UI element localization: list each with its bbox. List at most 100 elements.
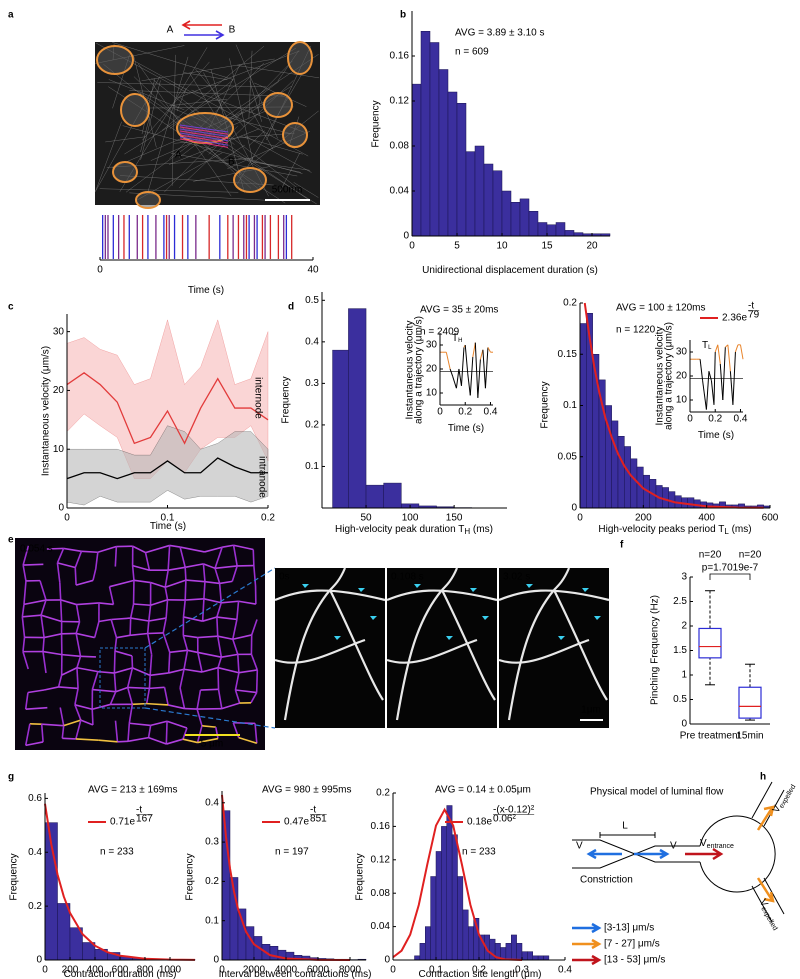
- panel-label: a: [8, 10, 14, 21]
- network-edge: [232, 638, 239, 655]
- network-edge: [76, 602, 100, 606]
- series-label: internode: [252, 377, 263, 419]
- network-edge: [216, 636, 223, 658]
- frame-time: 3.02 s: [503, 572, 530, 583]
- direction-label: B: [229, 25, 236, 36]
- network-edge: [145, 688, 151, 704]
- fiber: [162, 46, 265, 131]
- fiber: [243, 135, 312, 173]
- tubule: [441, 589, 496, 701]
- annotation: n = 2409: [420, 327, 460, 338]
- x-tick-label: 0.2: [458, 407, 472, 418]
- bar: [579, 323, 587, 509]
- trajectory: [179, 124, 229, 133]
- network-edge: [92, 568, 97, 581]
- bar: [451, 834, 458, 961]
- network-edge: [197, 651, 222, 658]
- network-edge: [185, 598, 204, 601]
- diagram-title: Physical model of luminal flow: [590, 787, 724, 798]
- bar: [420, 31, 431, 237]
- panel-label: f: [620, 540, 624, 551]
- network-edge: [61, 725, 65, 739]
- bar: [468, 926, 474, 961]
- scale-label: 500nm: [272, 185, 303, 196]
- y-tick-label: 0.4: [28, 847, 42, 858]
- zoom-link: [144, 707, 276, 729]
- node-label: A: [175, 150, 182, 161]
- velocity-symbol: V: [757, 897, 770, 909]
- fiber: [237, 74, 302, 185]
- y-tick-label: 0.2: [376, 788, 390, 799]
- x-axis-label: Interval between contractions (ms): [219, 969, 372, 979]
- x-tick-label: 40: [307, 265, 319, 276]
- network-edge: [182, 600, 186, 618]
- node-outline: [120, 93, 150, 127]
- fiber: [195, 68, 245, 128]
- network-edge: [163, 687, 169, 706]
- x-tick-label: 2000: [243, 965, 266, 976]
- network-edge: [108, 586, 115, 605]
- network-edge: [40, 724, 44, 742]
- y-tick-label: 0.04: [371, 921, 391, 932]
- network-edge: [182, 635, 189, 651]
- bar: [505, 943, 512, 961]
- network-edge: [92, 688, 116, 693]
- bar: [630, 458, 638, 509]
- bar: [687, 497, 695, 509]
- arrow-left: [181, 20, 222, 30]
- bar: [429, 42, 440, 237]
- annotation: n = 609: [455, 47, 489, 58]
- bar: [456, 103, 467, 237]
- network-edge: [167, 704, 185, 710]
- network-edge: [131, 565, 135, 581]
- y-tick-label: 10: [426, 388, 438, 399]
- x-axis-label: Time (s): [698, 430, 734, 441]
- network-edge: [22, 564, 27, 582]
- x-axis-label: Contraction site length (μm): [418, 969, 541, 979]
- fiber: [250, 108, 274, 150]
- tubule: [507, 589, 555, 721]
- trace-segment: [467, 373, 471, 396]
- network-edge: [232, 634, 252, 641]
- trace-segment: [705, 371, 710, 410]
- fiber: [97, 82, 267, 88]
- network-edge: [197, 737, 219, 744]
- node-outline: [96, 45, 134, 75]
- y-tick-label: 0.15: [558, 349, 578, 360]
- y-tick-label: 0.5: [305, 295, 319, 306]
- network-edge: [113, 672, 117, 692]
- network-edge: [75, 738, 99, 741]
- bar: [573, 232, 584, 237]
- network-edge: [59, 582, 62, 600]
- network-edge: [216, 602, 223, 618]
- network-edge: [164, 570, 169, 588]
- y-tick-label: 0.1: [305, 461, 319, 472]
- bar: [510, 202, 521, 237]
- x-axis-label-text: Time (s): [448, 423, 484, 434]
- fiber: [99, 188, 239, 193]
- network-edge: [57, 674, 63, 688]
- bar: [447, 91, 458, 237]
- x-tick-label: 0.4: [558, 965, 572, 976]
- trajectory: [179, 126, 229, 135]
- trace-segment: [710, 380, 715, 405]
- y-tick-label: 10: [53, 444, 65, 455]
- x-axis-label-text: Contraction site length (μm): [418, 969, 541, 979]
- trace-segment: [474, 342, 479, 398]
- y-tick-label: 0.3: [305, 378, 319, 389]
- y-tick-label: 0.08: [390, 141, 410, 152]
- trace-segment: [708, 371, 712, 381]
- bar: [237, 908, 247, 961]
- x-tick-label: 0: [390, 965, 396, 976]
- period-marker-subscript: H: [458, 338, 462, 344]
- fit-exponent: -t: [136, 805, 142, 816]
- network-edge: [128, 704, 134, 724]
- bar: [662, 487, 669, 509]
- y-tick-label: 30: [676, 347, 688, 358]
- network-edge: [250, 619, 258, 636]
- bar: [57, 903, 71, 961]
- x-tick-label: 0.2: [708, 414, 722, 425]
- network-edge: [144, 552, 151, 571]
- network-edge: [109, 579, 135, 588]
- network-edge: [43, 686, 59, 691]
